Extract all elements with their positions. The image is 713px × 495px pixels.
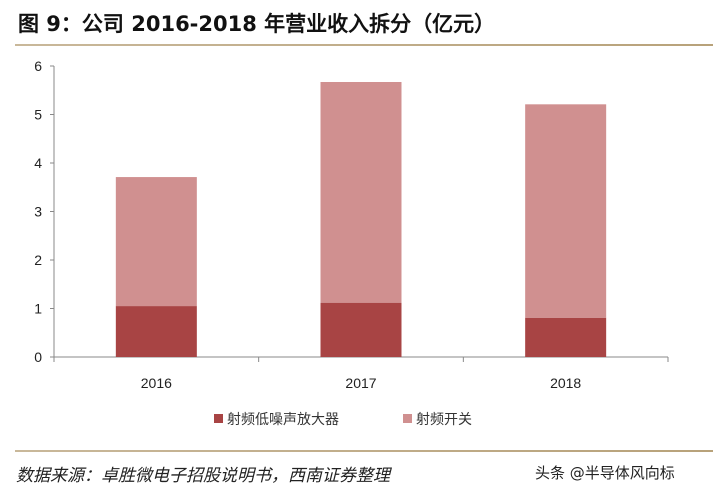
legend-swatch: [403, 414, 412, 423]
legend-label: 射频低噪声放大器: [227, 412, 339, 428]
y-tick-label: 2: [34, 252, 42, 268]
legend-swatch: [214, 414, 223, 423]
footer-divider: [15, 450, 713, 452]
x-tick-label: 2017: [345, 375, 376, 391]
chart-title: 图 9：公司 2016-2018 年营业收入拆分（亿元）: [18, 12, 496, 36]
y-tick-label: 1: [34, 301, 42, 317]
y-tick-label: 4: [34, 155, 42, 171]
title-divider: [15, 44, 713, 46]
bar-lna-2017: [320, 302, 402, 357]
y-tick-label: 0: [34, 349, 42, 365]
y-tick-label: 5: [34, 107, 42, 123]
x-tick-label: 2016: [141, 375, 172, 391]
x-tick-label: 2018: [550, 375, 581, 391]
watermark: 头条 @半导体风向标: [535, 464, 675, 482]
y-tick-label: 6: [34, 58, 42, 74]
bar-switch-2018: [525, 104, 607, 318]
bar-lna-2016: [115, 306, 197, 357]
source-note: 数据来源：卓胜微电子招股说明书，西南证券整理: [16, 466, 390, 486]
stacked-bar-chart: 0 1 2 3 4 5 6 2016 2017 2018 射频低噪声放大器 射频开关: [34, 58, 669, 428]
bar-switch-2016: [115, 177, 197, 307]
y-tick-label: 3: [34, 204, 42, 220]
bar-switch-2017: [320, 82, 402, 303]
bar-lna-2018: [525, 317, 607, 357]
legend-label: 射频开关: [416, 412, 472, 428]
